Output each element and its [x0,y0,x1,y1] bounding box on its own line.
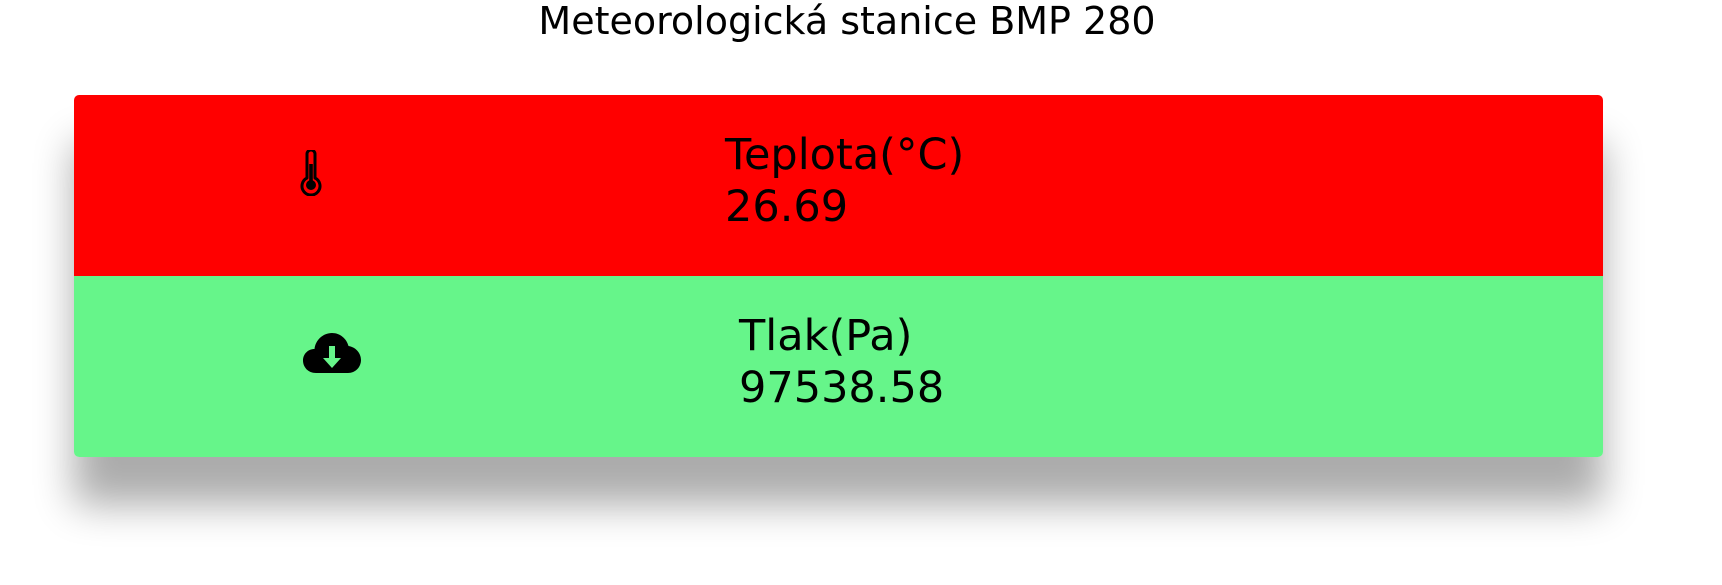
page-title: Meteorologická stanice BMP 280 [538,0,1156,43]
temperature-label: Teplota(°C) [725,130,965,180]
temperature-card: Teplota(°C) 26.69 [74,95,1603,276]
temperature-reading: Teplota(°C) 26.69 [725,129,964,233]
pressure-label: Tlak(Pa) [739,311,913,361]
thermometer-icon [300,150,322,196]
sensor-panel: Teplota(°C) 26.69 Tlak(Pa) 97538.58 [74,95,1603,457]
cloud-download-icon [303,333,361,373]
temperature-value: 26.69 [725,182,849,232]
pressure-card: Tlak(Pa) 97538.58 [74,276,1603,457]
pressure-value: 97538.58 [739,363,945,413]
pressure-reading: Tlak(Pa) 97538.58 [739,310,944,414]
